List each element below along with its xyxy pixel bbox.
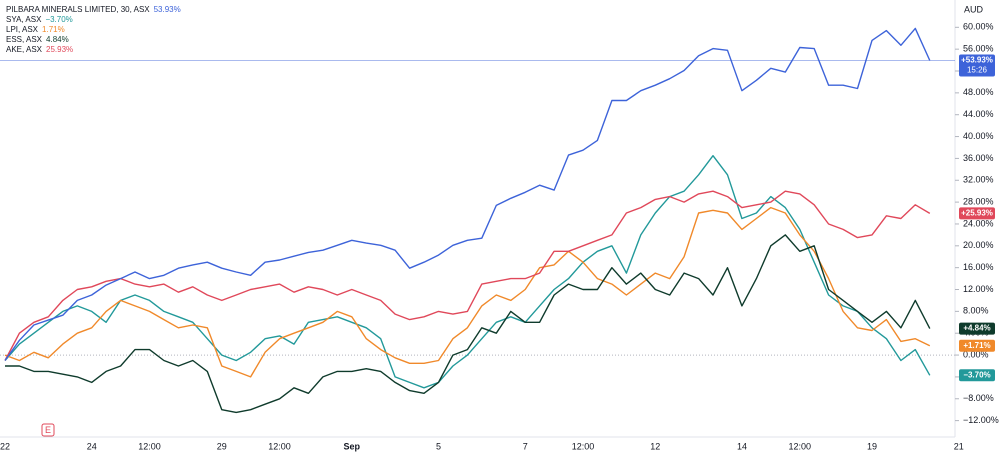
legend-entry: SYA, ASX −3.70% [6, 15, 73, 24]
x-tick-label: 24 [87, 441, 97, 451]
currency-label: AUD [964, 4, 984, 14]
series-line [4, 206, 931, 378]
legend-value: −3.70% [45, 15, 72, 24]
series-line [4, 155, 931, 389]
x-tick-label: 12:00 [268, 441, 291, 451]
y-tick-label: 60.00% [963, 22, 994, 32]
y-tick-label: 20.00% [963, 240, 994, 250]
time-label: 15:26 [967, 66, 988, 75]
value-tag [959, 54, 995, 77]
y-tick-label: 36.00% [963, 153, 994, 163]
x-tick-label: Sep [344, 441, 361, 451]
series-line [4, 27, 931, 361]
y-tick-label: 12.00% [963, 284, 994, 294]
legend-entry: PILBARA MINERALS LIMITED, 30, ASX 53.93% [6, 5, 181, 14]
legend-value: 25.93% [46, 45, 73, 54]
series-line [5, 234, 931, 414]
legend-value: 53.93% [154, 5, 181, 14]
y-tick-label: 44.00% [963, 109, 994, 119]
legend-name: AKE, ASX [6, 45, 43, 54]
value-tag-label: −3.70% [963, 370, 990, 379]
legend-name: SYA, ASX [6, 15, 42, 24]
value-tag-label: +1.71% [963, 341, 990, 350]
legend-value: 4.84% [46, 35, 69, 44]
event-box [41, 423, 55, 437]
y-tick-label: −12.00% [963, 415, 999, 425]
x-tick-label: 21 [954, 441, 964, 451]
y-tick-label: 48.00% [963, 87, 994, 97]
legend-entry: AKE, ASX 25.93% [6, 45, 73, 54]
event-marker: E [41, 423, 55, 437]
legend-entry: ESS, ASX 4.84% [6, 35, 69, 44]
x-tick-label: 14 [737, 441, 747, 451]
y-tick-label: 8.00% [963, 306, 989, 316]
value-tag-label: +4.84% [963, 324, 990, 333]
x-tick-label: 12:00 [138, 441, 161, 451]
legend-entry: LPI, ASX 1.71% [6, 25, 65, 34]
y-tick-label: 24.00% [963, 218, 994, 228]
x-tick-label: 7 [523, 441, 528, 451]
x-tick-label: 12:00 [572, 441, 595, 451]
y-tick-label: 56.00% [963, 44, 994, 54]
value-tag-label: +53.93% [961, 56, 993, 65]
value-tag-label: +25.93% [961, 209, 993, 218]
y-tick-label: 16.00% [963, 262, 994, 272]
legend-name: ESS, ASX [6, 35, 43, 44]
y-tick-label: −8.00% [963, 393, 994, 403]
x-tick-label: 5 [436, 441, 441, 451]
legend-name: PILBARA MINERALS LIMITED, 30, ASX [6, 5, 150, 14]
value-tag [959, 207, 995, 220]
y-tick-label: 32.00% [963, 175, 994, 185]
value-tag [959, 339, 995, 352]
event-label: E [45, 425, 51, 435]
x-tick-label: 29 [217, 441, 227, 451]
value-tag [959, 369, 995, 382]
x-tick-label: 22 [0, 441, 10, 451]
y-tick-label: 40.00% [963, 131, 994, 141]
y-tick-label: 0.00% [963, 349, 989, 359]
legend-name: LPI, ASX [6, 25, 39, 34]
x-tick-label: 12:00 [788, 441, 811, 451]
x-tick-label: 19 [867, 441, 877, 451]
y-tick-label: 28.00% [963, 196, 994, 206]
value-tag [959, 322, 995, 335]
series-line [4, 190, 931, 361]
x-tick-label: 12 [650, 441, 660, 451]
legend-value: 1.71% [42, 25, 65, 34]
